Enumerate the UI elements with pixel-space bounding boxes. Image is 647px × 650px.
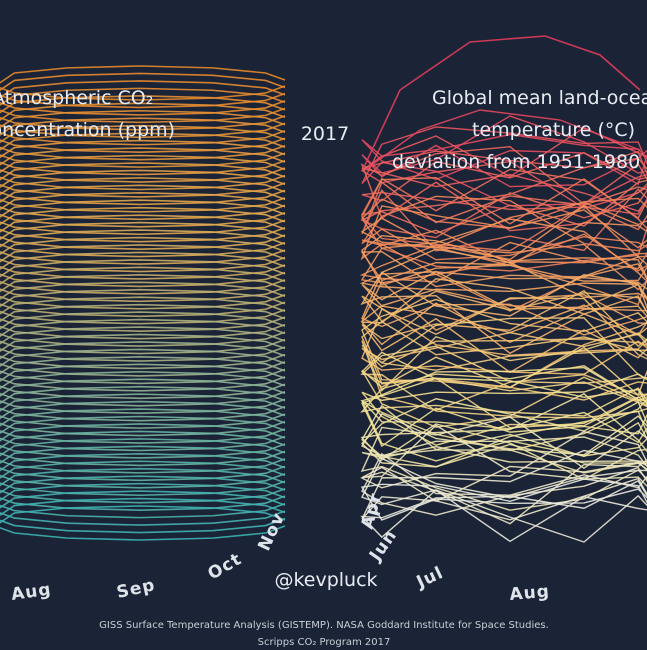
spiral-ring [364, 109, 641, 171]
footer: Scripps CO₂ Program 2017 [258, 637, 391, 648]
spiral-ring [361, 404, 647, 468]
spiral-ring [361, 234, 647, 306]
spiral-ring [360, 278, 647, 346]
credit: @kevpluck [274, 569, 377, 591]
right-title: deviation from 1951-1980 [392, 151, 640, 173]
spiral-ring [360, 478, 647, 521]
spiral-ring [360, 168, 647, 235]
spiral-ring [361, 457, 647, 543]
left-title: Atmospheric CO₂ [0, 87, 153, 109]
spiral-ring [361, 320, 647, 401]
spiral-ring [361, 317, 647, 381]
spiral-ring [0, 490, 286, 526]
spiral-ring [361, 298, 647, 389]
spiral-ring [360, 205, 647, 276]
spiral-ring [361, 346, 647, 428]
spiral-ring [360, 126, 647, 210]
spiral-ring [360, 479, 647, 543]
spiral-ring [361, 452, 647, 516]
spiral-ring [361, 195, 647, 261]
spiral-ring [360, 416, 647, 511]
spiral-rings [0, 35, 647, 543]
left-title: concentration (ppm) [0, 119, 175, 141]
spiral-ring [360, 430, 647, 525]
spiral-ring [0, 505, 286, 541]
spiral-ring [361, 289, 647, 374]
spiral-ring [361, 115, 647, 188]
spiral-ring [361, 270, 647, 336]
spiral-ring [361, 373, 647, 446]
spiral-ring [361, 248, 647, 336]
spiral-ring [364, 35, 641, 166]
spiral-ring [361, 436, 647, 468]
spiral-ring [359, 205, 647, 283]
spiral-ring [360, 351, 647, 429]
spiral-ring [361, 290, 647, 357]
spiral-ring [361, 332, 647, 411]
spiral-ring [360, 365, 647, 417]
footer: GISS Surface Temperature Analysis (GISTE… [99, 620, 549, 631]
spiral-ring [360, 345, 647, 417]
month-label: Aug [509, 582, 551, 605]
right-title: Global mean land-ocean [432, 87, 647, 109]
spiral-ring [361, 201, 647, 272]
spiral-ring [360, 217, 647, 291]
spiral-ring [0, 482, 286, 519]
spiral-ring [361, 412, 647, 474]
spiral-ring [0, 497, 286, 534]
spiral-ring [360, 157, 647, 239]
year: 2017 [301, 123, 349, 145]
spiral-ring [361, 331, 647, 368]
spiral-ring [361, 152, 647, 215]
spiral-ring [360, 251, 647, 288]
spiral-ring [361, 377, 647, 448]
right-title: temperature (°C) [472, 119, 635, 141]
